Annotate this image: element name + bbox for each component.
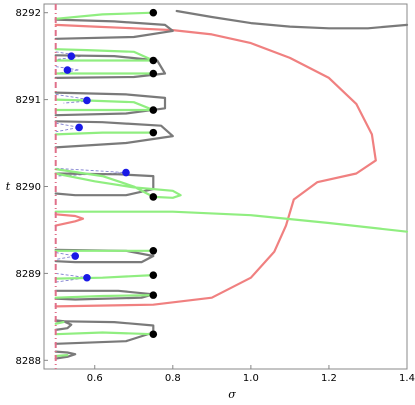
curve-4 [54, 18, 174, 40]
curve-19 [54, 168, 182, 199]
curve-21 [54, 274, 155, 280]
black-point-6 [149, 247, 158, 255]
black-point-7 [149, 271, 158, 279]
y-tick-label-3: 8291 [16, 95, 41, 106]
blue-point-0 [67, 52, 76, 60]
dashed-segment-1 [55, 66, 80, 74]
black-point-4 [149, 128, 158, 137]
black-point-9 [149, 330, 158, 339]
x-axis: 0.6 0.8 1.0 1.2 1.4 [87, 365, 415, 384]
curve-6 [54, 91, 167, 117]
black-point-0 [149, 8, 158, 17]
y-axis-label: t [6, 180, 11, 193]
curve-13 [54, 350, 77, 360]
x-tick-label-0: 0.6 [87, 373, 103, 384]
y-axis: 8288 8289 8290 8291 8292 [16, 8, 48, 367]
curve-0 [54, 23, 377, 308]
x-tick-label-2: 1.0 [243, 373, 259, 384]
curve-7 [54, 120, 174, 149]
x-tick-label-1: 0.8 [165, 373, 181, 384]
x-tick-label-4: 1.4 [399, 373, 415, 384]
blue-point-3 [75, 123, 83, 132]
points-layer [63, 8, 158, 339]
y-tick-label-2: 8290 [16, 182, 41, 193]
blue-point-1 [63, 66, 72, 74]
curve-14 [54, 11, 155, 20]
dashed-segment-2 [55, 93, 95, 104]
black-point-5 [149, 193, 158, 201]
curve-5 [54, 54, 167, 79]
curve-2 [54, 210, 409, 233]
plot-frame [43, 3, 408, 370]
curve-22 [54, 294, 155, 299]
blue-point-4 [122, 168, 130, 177]
curve-17 [54, 98, 155, 112]
dashed-segment-5 [55, 252, 76, 260]
curve-1 [54, 213, 85, 227]
black-point-3 [149, 106, 158, 114]
curves-layer [54, 4, 409, 369]
black-point-2 [149, 69, 158, 78]
curve-24 [54, 321, 65, 325]
y-tick-label-0: 8288 [16, 356, 41, 367]
black-point-1 [149, 56, 158, 65]
curve-3 [175, 9, 409, 30]
y-tick-label-4: 8292 [16, 8, 41, 19]
y-tick-label-1: 8289 [16, 269, 41, 280]
curve-12 [54, 319, 73, 331]
blue-point-2 [83, 96, 91, 105]
blue-point-6 [83, 273, 91, 282]
curve-15 [54, 48, 155, 62]
x-tick-label-3: 1.2 [321, 373, 337, 384]
dashed-segment-3 [55, 122, 80, 133]
curve-23 [54, 331, 155, 336]
black-point-8 [149, 291, 158, 299]
x-axis-label: σ [228, 388, 236, 401]
blue-point-5 [71, 252, 80, 260]
curve-18 [54, 131, 155, 136]
curve-11 [54, 320, 155, 345]
curve-25 [54, 354, 69, 358]
